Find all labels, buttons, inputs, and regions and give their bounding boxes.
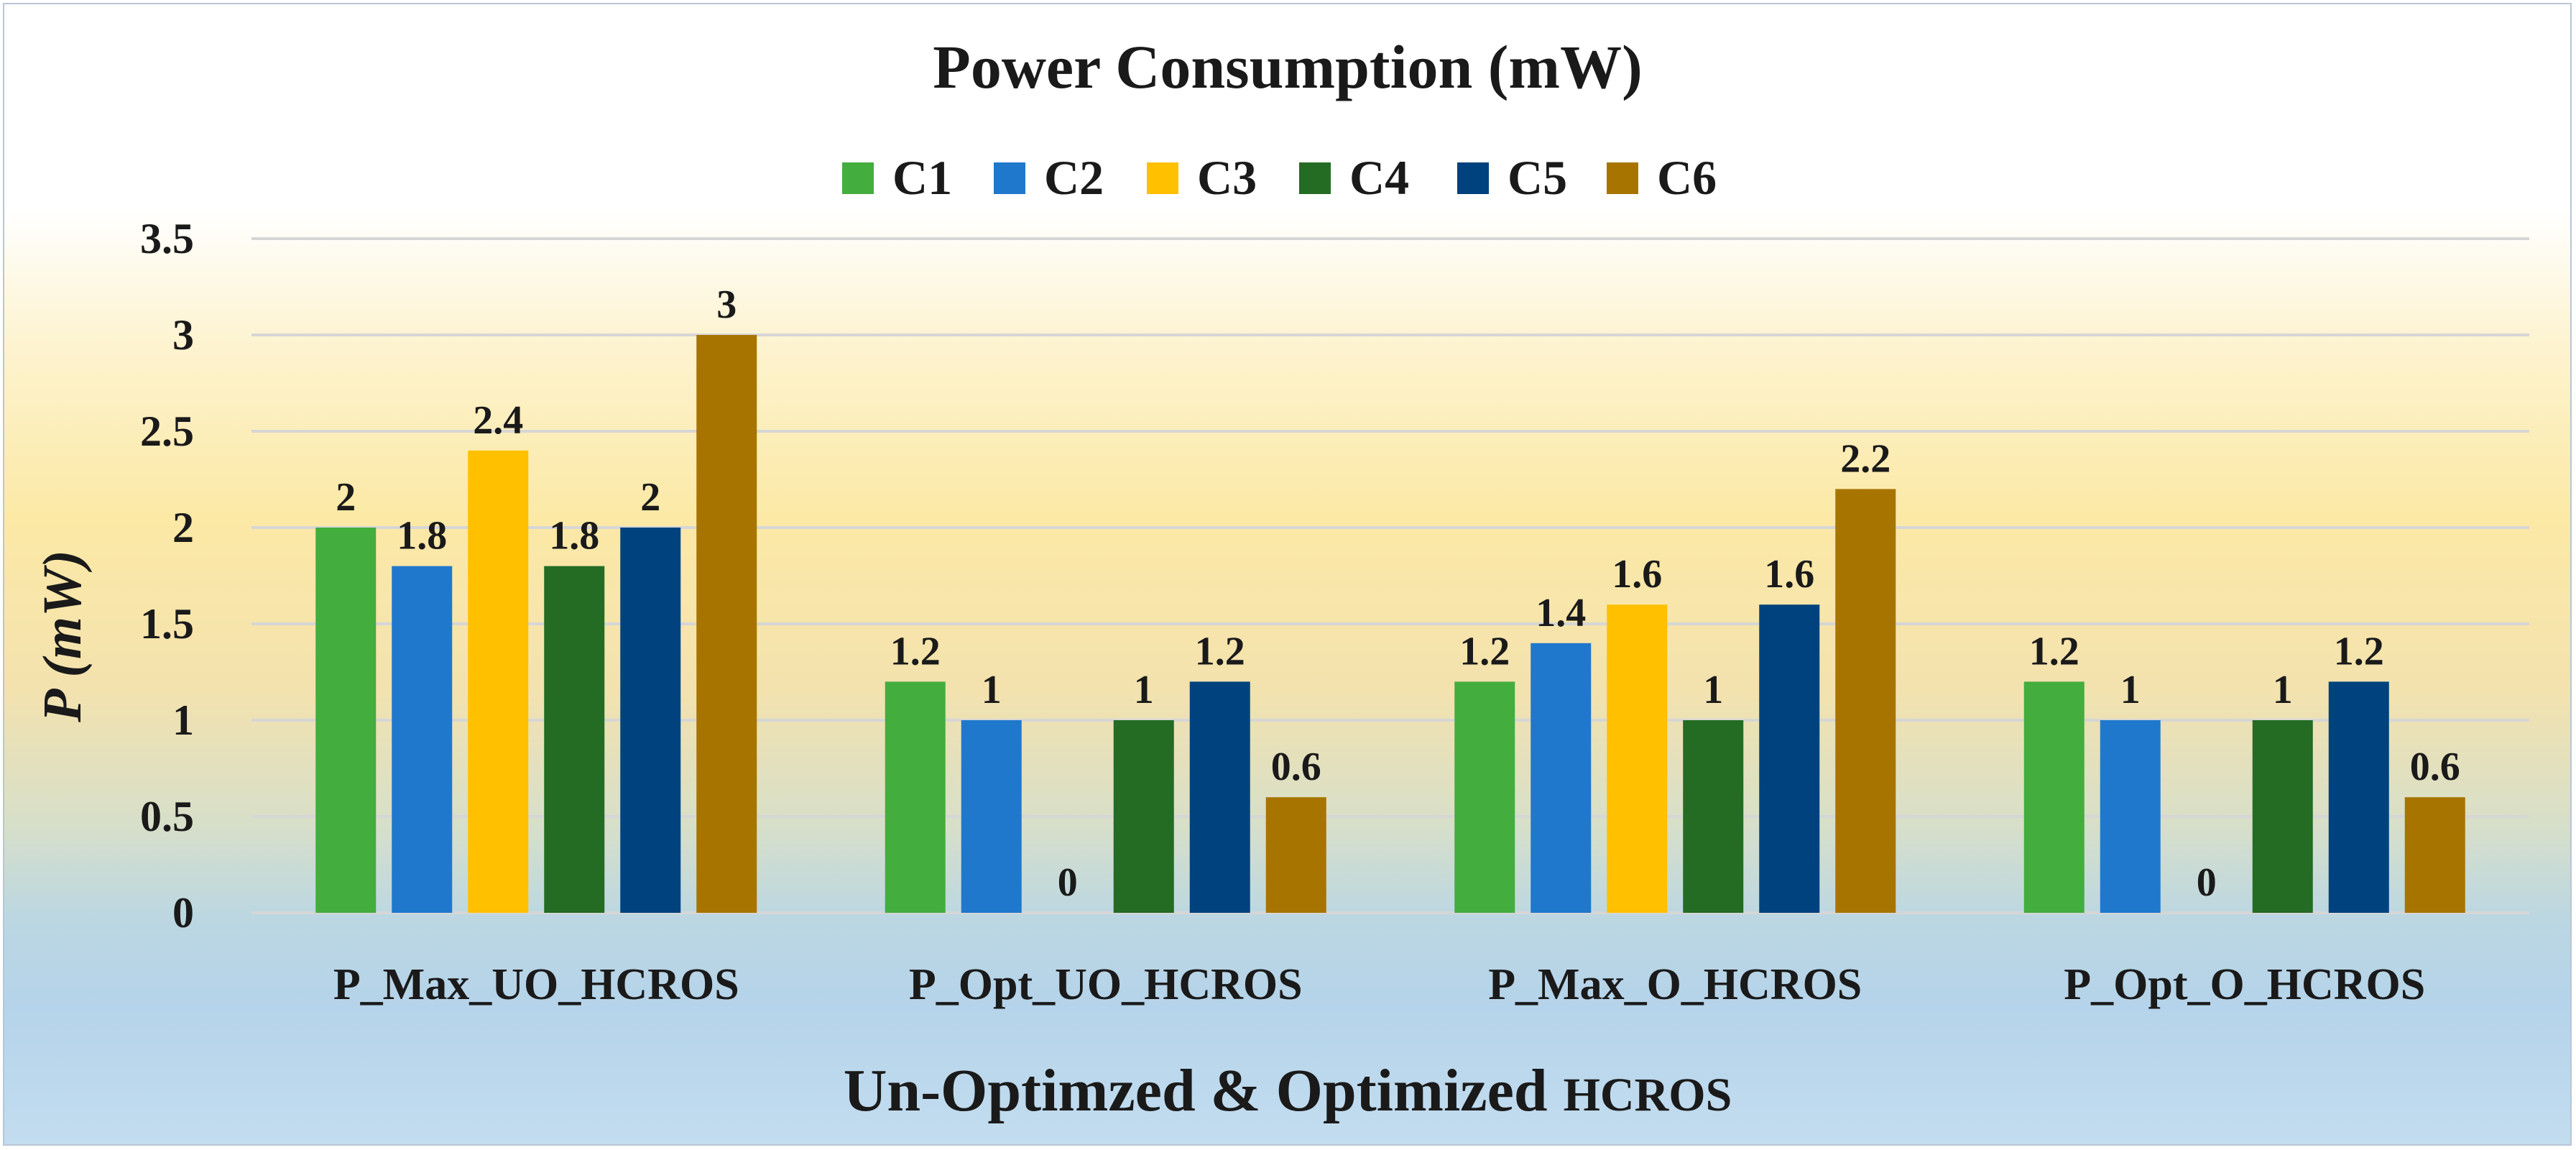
bar-c1 — [885, 681, 946, 913]
bar-c2 — [961, 720, 1022, 913]
bar-c4 — [1113, 720, 1174, 913]
data-label-c3: 2.4 — [473, 398, 523, 443]
x-category-label: P_Max_O_HCROS — [1488, 960, 1862, 1009]
x-axis-title-main: Un-Optimzed & Optimized — [844, 1057, 1548, 1124]
x-axis-title: Un-Optimzed & Optimized HCROS — [844, 1057, 1732, 1124]
data-label-c3: 0 — [1058, 860, 1078, 905]
x-axis-categories: P_Max_UO_HCROS P_Opt_UO_HCROS P_Max_O_HCRO… — [333, 960, 2425, 1009]
y-tick-label: 2.5 — [140, 408, 194, 455]
bar-c4 — [2252, 720, 2313, 913]
bar-c1 — [1454, 681, 1515, 913]
legend-swatch-c5 — [1457, 162, 1489, 194]
data-label-c4: 1 — [1134, 668, 1154, 712]
data-label-c1: 1.2 — [2029, 629, 2079, 673]
data-label-c5: 1.2 — [1195, 629, 1245, 673]
x-category-label: P_Opt_UO_HCROS — [909, 960, 1303, 1009]
legend-label-c1: C1 — [892, 150, 952, 205]
y-tick-label: 1 — [172, 696, 194, 744]
y-tick-label: 1.5 — [140, 600, 194, 648]
data-label-c2: 1.4 — [1536, 591, 1586, 635]
bar-c2 — [2100, 720, 2161, 913]
data-label-c5: 1.2 — [2334, 629, 2384, 673]
x-axis-title-suffix: HCROS — [1564, 1069, 1732, 1121]
data-label-c6: 0.6 — [2410, 745, 2460, 789]
data-label-c4: 1 — [1703, 668, 1723, 712]
bar-c5 — [1189, 681, 1250, 913]
data-label-c3: 0 — [2197, 860, 2217, 905]
bar-c4 — [544, 566, 605, 913]
bar-c6 — [1265, 797, 1326, 913]
bar-c5 — [2328, 681, 2389, 913]
bar-c6 — [696, 335, 757, 913]
data-label-c6: 3 — [716, 282, 737, 327]
y-axis-ticks: 0 0.5 1 1.5 2 2.5 3 3.5 — [140, 215, 194, 937]
bar-c3 — [1607, 604, 1668, 913]
data-label-c1: 1.2 — [1459, 629, 1510, 673]
data-label-c5: 2 — [640, 475, 660, 520]
legend-label-c2: C2 — [1044, 150, 1104, 205]
y-axis-title-var: P — [32, 689, 93, 723]
bar-c6 — [1835, 489, 1896, 913]
bar-c1 — [315, 528, 377, 913]
data-label-c6: 2.2 — [1840, 436, 1891, 481]
legend-swatch-c3 — [1147, 162, 1178, 194]
legend-label-c6: C6 — [1657, 150, 1717, 205]
legend: C1 C2 C3 C4 C5 C6 — [842, 150, 1717, 205]
legend-label-c4: C4 — [1349, 150, 1409, 205]
bar-c5 — [1759, 604, 1820, 913]
bars — [315, 335, 2465, 913]
data-label-c6: 0.6 — [1271, 745, 1321, 789]
bar-c2 — [392, 566, 453, 913]
y-tick-label: 0 — [172, 889, 194, 937]
data-label-c4: 1 — [2273, 668, 2293, 712]
y-tick-label: 3.5 — [140, 215, 194, 262]
data-label-c1: 1.2 — [890, 629, 941, 673]
data-label-c3: 1.6 — [1612, 552, 1662, 597]
x-category-label: P_Opt_O_HCROS — [2064, 960, 2425, 1009]
y-axis-title-unit: (mW) — [32, 550, 93, 677]
legend-swatch-c6 — [1607, 162, 1638, 194]
y-tick-label: 2 — [172, 504, 194, 551]
bar-c2 — [1531, 643, 1592, 913]
data-label-c2: 1 — [2120, 668, 2141, 712]
legend-label-c3: C3 — [1197, 150, 1257, 205]
data-label-c2: 1 — [982, 668, 1002, 712]
data-label-c4: 1.8 — [549, 514, 599, 558]
y-tick-label: 3 — [172, 311, 194, 359]
y-tick-label: 0.5 — [140, 793, 194, 840]
data-label-c2: 1.8 — [397, 514, 447, 558]
y-axis-title: P (mW) — [32, 550, 93, 723]
bar-c6 — [2404, 797, 2465, 913]
legend-label-c5: C5 — [1508, 150, 1567, 205]
legend-swatch-c4 — [1299, 162, 1331, 194]
data-label-c1: 2 — [336, 475, 356, 520]
chart-title: Power Consumption (mW) — [933, 32, 1642, 101]
bar-c4 — [1683, 720, 1744, 913]
data-label-c5: 1.6 — [1764, 552, 1814, 597]
bar-c3 — [468, 450, 529, 913]
x-category-label: P_Max_UO_HCROS — [333, 960, 739, 1009]
legend-swatch-c2 — [994, 162, 1025, 194]
bar-c1 — [2023, 681, 2085, 913]
data-labels: 2 1.8 2.4 1.8 2 3 1.2 1 0 1 1.2 0.6 1.2 1.4 1.6 1 1.6 2.2… — [336, 282, 2460, 905]
legend-swatch-c1 — [842, 162, 874, 194]
bar-c5 — [620, 528, 681, 913]
